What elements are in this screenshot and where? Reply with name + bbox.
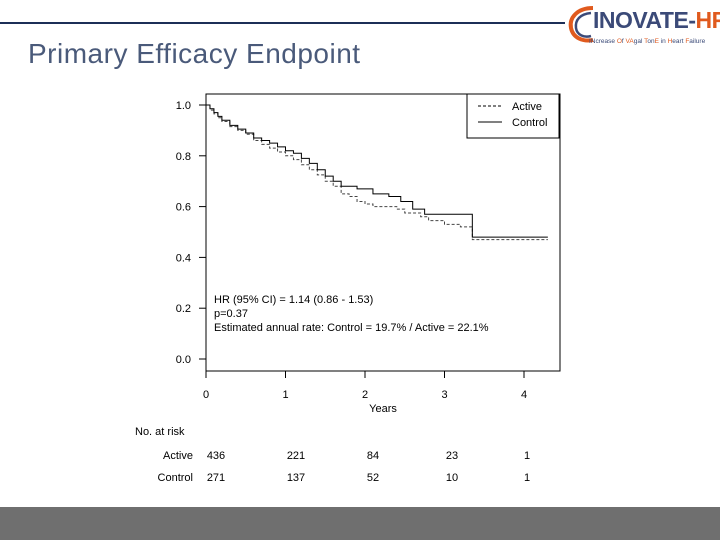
legend-box [466, 93, 560, 139]
risk-cell: 52 [367, 472, 379, 484]
x-tick-label: 1 [282, 389, 288, 401]
x-axis-label: Years [369, 403, 397, 415]
risk-table-header: No. at risk [135, 426, 185, 438]
logo-tagline-part: F [685, 38, 690, 45]
footer-bar [0, 507, 720, 540]
logo-wordmark-accent: HF [695, 7, 720, 33]
risk-row-label: Control [158, 472, 193, 484]
chart-annotation: HR (95% CI) = 1.14 (0.86 - 1.53) [214, 294, 373, 306]
logo-swoosh-icon [568, 6, 594, 43]
risk-cell: 84 [367, 450, 379, 462]
series-line-control [206, 104, 548, 238]
logo-tagline-part: on [647, 38, 655, 45]
logo-tagline-part: INcrease [589, 38, 617, 45]
chart-annotation: Estimated annual rate: Control = 19.7% /… [214, 322, 489, 334]
risk-cell: 137 [287, 472, 305, 484]
logo-tagline-part: E [654, 38, 659, 45]
logo-tagline-part: in [658, 38, 668, 45]
legend-label: Active [512, 101, 542, 113]
risk-cell: 1 [524, 472, 530, 484]
x-tick-label: 3 [441, 389, 447, 401]
logo-tagline-part: gal [633, 38, 645, 45]
risk-cell: 1 [524, 450, 530, 462]
inovate-hf-logo: INOVATE-HF INcrease Of VAgal TonE in Hea… [565, 2, 720, 50]
x-tick-label: 4 [521, 389, 527, 401]
title-rule [0, 22, 565, 24]
slide-title: Primary Efficacy Endpoint [28, 38, 361, 69]
y-tick-label: 1.0 [176, 100, 191, 112]
y-tick-label: 0.2 [176, 303, 191, 315]
logo-tagline-part: O [616, 38, 622, 45]
y-tick-label: 0.8 [176, 151, 191, 163]
logo-wordmark: INOVATE-HF [593, 7, 720, 34]
y-tick-label: 0.4 [176, 252, 191, 264]
logo-wordmark-main: INOVATE- [593, 7, 696, 33]
y-tick-label: 0.6 [176, 202, 191, 214]
chart-annotation: p=0.37 [214, 308, 248, 320]
logo-tagline-part: T [644, 38, 648, 45]
x-tick-label: 2 [362, 389, 368, 401]
logo-tagline: INcrease Of VAgal TonE in Heart Failure [589, 38, 705, 45]
plot-frame [205, 93, 561, 372]
logo-tagline-part: H [667, 38, 673, 45]
risk-cell: 436 [207, 450, 225, 462]
logo-tagline-part: f [621, 38, 626, 45]
risk-row-label: Active [163, 450, 193, 462]
logo-tagline-part: VA [625, 38, 634, 45]
risk-cell: 271 [207, 472, 225, 484]
logo-tagline-part: ailure [689, 38, 706, 45]
risk-cell: 10 [446, 472, 458, 484]
risk-cell: 23 [446, 450, 458, 462]
x-tick-label: 0 [203, 389, 209, 401]
logo-tagline-part: eart [672, 38, 686, 45]
risk-cell: 221 [287, 450, 305, 462]
legend-label: Control [512, 117, 547, 129]
kaplan-meier-chart: 1.00.80.60.40.20.00 1 2 3 4YearsActiveContro… [135, 93, 561, 484]
y-tick-label: 0.0 [176, 354, 191, 366]
